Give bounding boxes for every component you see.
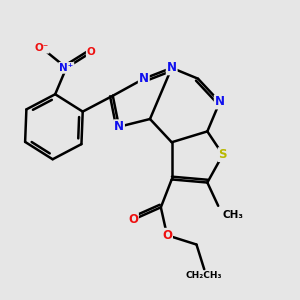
Text: N: N [167,61,177,74]
Text: S: S [219,148,227,161]
Text: O: O [87,47,95,57]
Text: N: N [114,120,124,133]
Text: CH₂CH₃: CH₂CH₃ [186,271,223,280]
Text: O⁻: O⁻ [34,43,49,53]
Text: N: N [215,95,225,109]
Text: O: O [128,213,138,226]
Text: N⁺: N⁺ [59,63,74,73]
Text: N: N [139,72,149,85]
Text: O: O [162,229,172,242]
Text: CH₃: CH₃ [223,210,244,220]
